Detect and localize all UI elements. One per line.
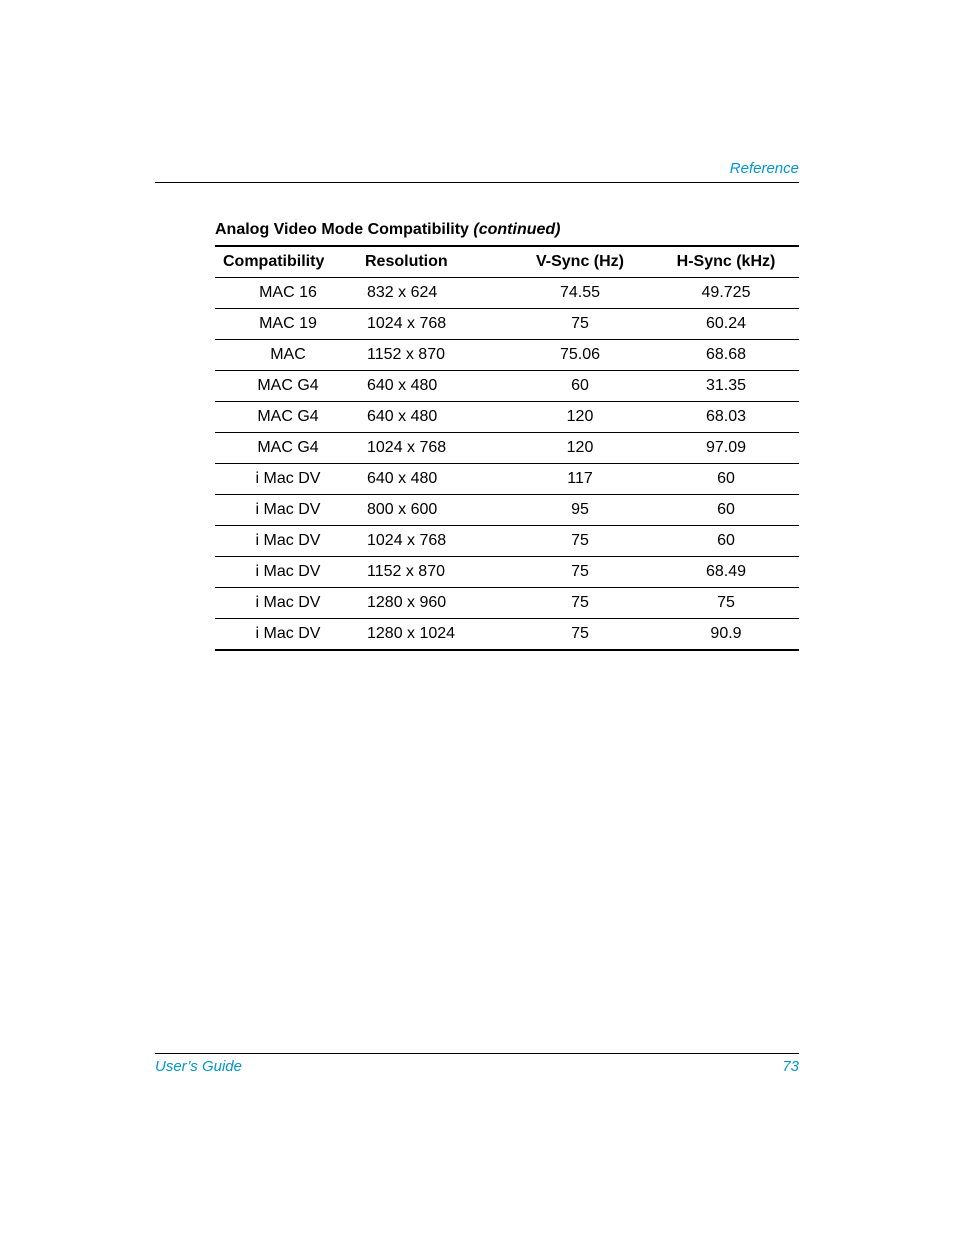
cell-resolution: 1024 x 768 (361, 526, 507, 557)
cell-resolution: 1024 x 768 (361, 433, 507, 464)
table-title-continued: (continued) (473, 221, 560, 238)
cell-vsync: 75 (507, 309, 653, 340)
cell-compatibility: i Mac DV (215, 464, 361, 495)
cell-compatibility: i Mac DV (215, 588, 361, 619)
cell-vsync: 95 (507, 495, 653, 526)
table-row: i Mac DV 1280 x 1024 75 90.9 (215, 619, 799, 651)
section-label: Reference (730, 160, 799, 177)
cell-resolution: 1152 x 870 (361, 340, 507, 371)
page: Reference Analog Video Mode Compatibilit… (0, 0, 954, 1235)
cell-resolution: 1024 x 768 (361, 309, 507, 340)
cell-hsync: 97.09 (653, 433, 799, 464)
cell-resolution: 640 x 480 (361, 402, 507, 433)
cell-compatibility: i Mac DV (215, 495, 361, 526)
cell-hsync: 60.24 (653, 309, 799, 340)
table-header-row: Compatibility Resolution V-Sync (Hz) H-S… (215, 246, 799, 278)
cell-vsync: 75.06 (507, 340, 653, 371)
table-row: i Mac DV 1280 x 960 75 75 (215, 588, 799, 619)
table-title-main: Analog Video Mode Compatibility (215, 221, 473, 238)
col-header-hsync: H-Sync (kHz) (653, 246, 799, 278)
table-body: MAC 16 832 x 624 74.55 49.725 MAC 19 102… (215, 278, 799, 651)
cell-hsync: 31.35 (653, 371, 799, 402)
cell-resolution: 640 x 480 (361, 371, 507, 402)
cell-vsync: 60 (507, 371, 653, 402)
col-header-compatibility: Compatibility (215, 246, 361, 278)
cell-hsync: 75 (653, 588, 799, 619)
cell-compatibility: MAC 19 (215, 309, 361, 340)
cell-compatibility: MAC 16 (215, 278, 361, 309)
cell-compatibility: i Mac DV (215, 526, 361, 557)
cell-vsync: 117 (507, 464, 653, 495)
cell-resolution: 1152 x 870 (361, 557, 507, 588)
cell-vsync: 75 (507, 557, 653, 588)
table-row: MAC 16 832 x 624 74.55 49.725 (215, 278, 799, 309)
cell-resolution: 832 x 624 (361, 278, 507, 309)
cell-hsync: 49.725 (653, 278, 799, 309)
cell-compatibility: MAC G4 (215, 402, 361, 433)
cell-compatibility: i Mac DV (215, 619, 361, 651)
cell-compatibility: MAC (215, 340, 361, 371)
table-row: i Mac DV 1152 x 870 75 68.49 (215, 557, 799, 588)
cell-hsync: 68.68 (653, 340, 799, 371)
table-row: MAC 19 1024 x 768 75 60.24 (215, 309, 799, 340)
cell-hsync: 60 (653, 464, 799, 495)
table-title: Analog Video Mode Compatibility (continu… (215, 221, 799, 239)
cell-vsync: 74.55 (507, 278, 653, 309)
cell-hsync: 68.03 (653, 402, 799, 433)
cell-resolution: 800 x 600 (361, 495, 507, 526)
table-row: MAC G4 1024 x 768 120 97.09 (215, 433, 799, 464)
compatibility-table: Compatibility Resolution V-Sync (Hz) H-S… (215, 245, 799, 651)
cell-compatibility: i Mac DV (215, 557, 361, 588)
table-row: i Mac DV 1024 x 768 75 60 (215, 526, 799, 557)
cell-hsync: 90.9 (653, 619, 799, 651)
table-row: i Mac DV 800 x 600 95 60 (215, 495, 799, 526)
cell-vsync: 75 (507, 588, 653, 619)
table-row: i Mac DV 640 x 480 117 60 (215, 464, 799, 495)
cell-resolution: 1280 x 1024 (361, 619, 507, 651)
cell-vsync: 75 (507, 526, 653, 557)
col-header-resolution: Resolution (361, 246, 507, 278)
col-header-vsync: V-Sync (Hz) (507, 246, 653, 278)
footer-page-number: 73 (782, 1058, 799, 1075)
table-row: MAC G4 640 x 480 120 68.03 (215, 402, 799, 433)
cell-compatibility: MAC G4 (215, 433, 361, 464)
table-row: MAC 1152 x 870 75.06 68.68 (215, 340, 799, 371)
cell-resolution: 1280 x 960 (361, 588, 507, 619)
page-footer: User’s Guide 73 (155, 1053, 799, 1075)
cell-hsync: 60 (653, 495, 799, 526)
footer-guide-label: User’s Guide (155, 1058, 242, 1075)
page-header: Reference (155, 160, 799, 183)
cell-hsync: 60 (653, 526, 799, 557)
cell-vsync: 75 (507, 619, 653, 651)
cell-vsync: 120 (507, 402, 653, 433)
table-row: MAC G4 640 x 480 60 31.35 (215, 371, 799, 402)
cell-resolution: 640 x 480 (361, 464, 507, 495)
cell-vsync: 120 (507, 433, 653, 464)
cell-compatibility: MAC G4 (215, 371, 361, 402)
cell-hsync: 68.49 (653, 557, 799, 588)
content-area: Analog Video Mode Compatibility (continu… (155, 221, 799, 651)
